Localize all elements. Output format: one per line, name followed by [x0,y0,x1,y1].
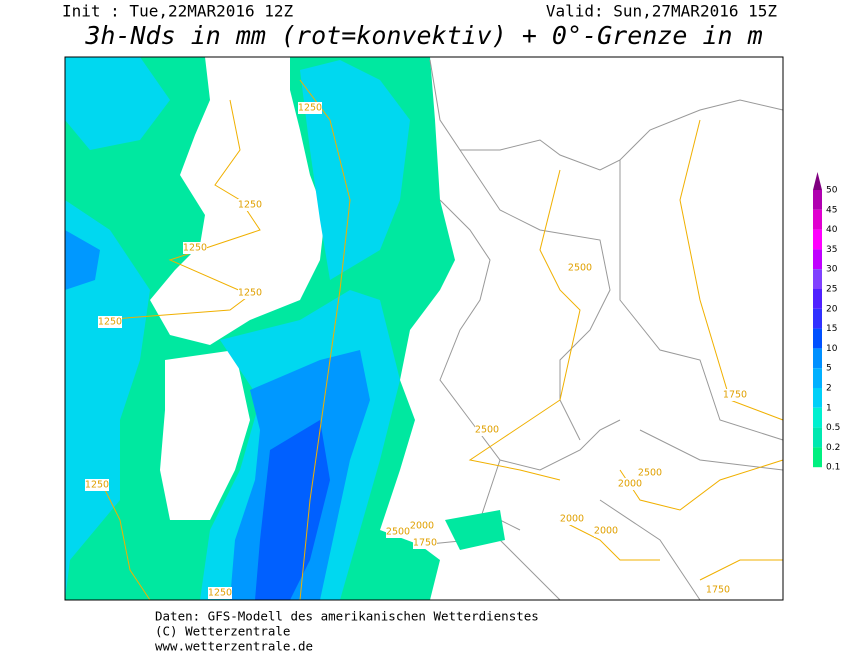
contour-label: 1250 [238,200,262,211]
legend-swatch [813,209,822,230]
legend-swatch [813,269,822,289]
legend: 50 45 40 35 30 25 20 15 10 5 2 1 0.5 0.2 0.1 [813,172,840,473]
legend-label: 45 [826,205,837,215]
init-time: Init : Tue,22MAR2016 12Z [62,2,294,21]
contour-label-bg [238,199,262,211]
contour-label: 1750 [706,585,730,596]
legend-label: 2 [826,384,832,394]
contour-label-bg [386,526,410,538]
contour-label-bg [238,287,262,299]
contour-label: 1750 [723,390,747,401]
contour-label-bg [594,525,618,537]
contour-label: 2500 [475,425,499,436]
contour-label: 2500 [386,527,410,538]
contour-label-bg [723,389,747,401]
legend-swatch [813,407,822,428]
legend-label: 10 [826,344,838,354]
contour-label-bg [183,242,207,254]
legend-label: 30 [826,265,838,275]
contour-label-bg [410,520,434,532]
footer-line: Daten: GFS-Modell des amerikanischen Wet… [155,609,539,624]
contour-label-bg [208,587,232,599]
legend-label: 35 [826,245,837,255]
legend-label: 1 [826,403,832,413]
contour-label-bg [618,478,642,490]
contour-label-bg [475,424,499,436]
legend-swatch [813,308,822,329]
contour-label-bg [298,102,322,114]
legend-label: 0.5 [826,423,840,433]
legend-swatch [813,368,822,388]
legend-swatch [813,447,822,468]
map-area [64,56,784,601]
contour-label-bg [706,584,730,596]
footer-line: (C) Wetterzentrale [155,624,290,639]
contour-label: 1750 [413,538,437,549]
precip-area-small [445,510,505,550]
legend-arrow [813,172,822,190]
contour-label: 2000 [410,521,434,532]
legend-label: 40 [826,225,838,235]
contour-label-bg [98,316,122,328]
legend-swatch [813,427,822,448]
contour-label: 2000 [560,514,584,525]
legend-swatch [813,249,822,270]
contour-label: 1250 [85,480,109,491]
legend-swatch [813,289,822,309]
contour-label-bg [413,537,437,549]
contour-label-bg [85,479,109,491]
legend-swatch [813,388,822,408]
legend-label: 50 [826,186,838,196]
contour-label-bg [560,513,584,525]
precip-area-core [255,420,330,600]
map-title: 3h-Nds in mm (rot=konvektiv) + 0°-Grenze… [84,21,762,50]
contour-label: 1250 [298,103,322,114]
legend-label: 20 [826,304,838,314]
contour-label: 1250 [208,588,232,599]
legend-swatch [813,328,822,349]
contour-label: 2500 [568,263,592,274]
dry-area [160,350,250,520]
contour-label: 2500 [638,468,662,479]
contour-label-bg [568,262,592,274]
legend-label: 0.1 [826,463,840,473]
contour-label-bg [638,467,662,479]
footer-line: www.wetterzentrale.de [155,639,313,654]
legend-swatch [813,190,822,210]
legend-label: 15 [826,324,837,334]
legend-label: 5 [826,364,832,374]
valid-time: Valid: Sun,27MAR2016 15Z [546,2,778,21]
legend-label: 25 [826,285,837,295]
contour-label: 1250 [98,317,122,328]
map-frame [64,56,784,601]
contour-labels: 1250 1250 1250 1250 1250 1250 1250 2500 2500 2500… [85,102,747,599]
contour-label: 1250 [238,288,262,299]
contour-label: 2000 [594,526,618,537]
legend-swatch [813,348,822,369]
contour-label: 2000 [618,479,642,490]
legend-swatch [813,229,822,250]
contour-label: 1250 [183,243,207,254]
legend-label: 0.2 [826,443,840,453]
footer: Daten: GFS-Modell des amerikanischen Wet… [155,609,539,654]
